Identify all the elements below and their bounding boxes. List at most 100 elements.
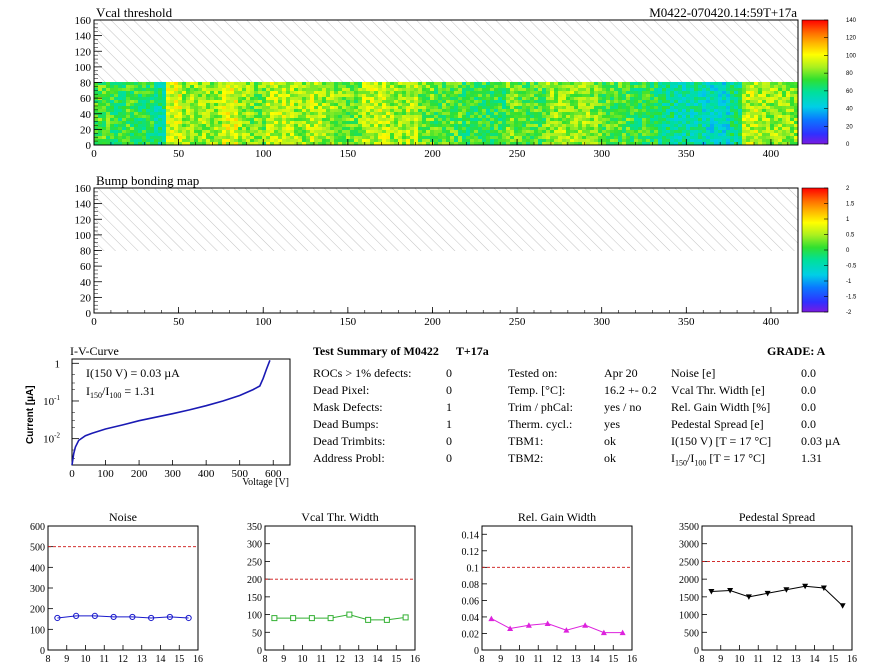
vcal-heatmap-cell: [382, 82, 387, 86]
vcal-heatmap-cell: [238, 106, 243, 110]
vcal-heatmap-cell: [686, 118, 691, 122]
vcal-heatmap-cell: [202, 91, 207, 95]
vcal-heatmap-cell: [626, 124, 631, 128]
vcal-heatmap-cell: [702, 142, 707, 146]
vcal-heatmap-cell: [610, 124, 615, 128]
vcal-heatmap-cell: [786, 94, 791, 98]
vcal-heatmap-cell: [150, 100, 155, 104]
vcal-heatmap-cell: [514, 130, 519, 134]
vcal-heatmap-cell: [458, 130, 463, 134]
vcal-heatmap-cell: [642, 82, 647, 86]
vcal-heatmap-cell: [226, 124, 231, 128]
vcal-heatmap-cell: [602, 88, 607, 92]
vcal-heatmap-cell: [702, 136, 707, 140]
vcal-heatmap-cell: [638, 94, 643, 98]
vcal-heatmap-cell: [182, 106, 187, 110]
vcal-heatmap-cell: [102, 106, 107, 110]
vcal-heatmap-cell: [438, 100, 443, 104]
gain-width-y-tick-label: 0.14: [462, 530, 480, 541]
vcal-heatmap-cell: [114, 82, 119, 86]
vcal-heatmap-cell: [170, 85, 175, 89]
vcal-heatmap-cell: [682, 88, 687, 92]
vcal-heatmap-cell: [250, 85, 255, 89]
vcal-heatmap-cell: [102, 142, 107, 146]
vcal-heatmap-cell: [250, 118, 255, 122]
vcal-heatmap-cell: [110, 100, 115, 104]
vcal-heatmap-cell: [206, 136, 211, 140]
vcal-heatmap-cell: [194, 142, 199, 146]
vcal-heatmap-cell: [570, 82, 575, 86]
vcal-heatmap-cell: [466, 115, 471, 119]
vcal-heatmap-cell: [262, 124, 267, 128]
vcal-heatmap-cell: [194, 94, 199, 98]
vcal-heatmap-cell: [510, 97, 515, 101]
vcal-heatmap-cell: [174, 94, 179, 98]
vcal-heatmap-cell: [622, 133, 627, 137]
vcal-heatmap-cell: [790, 103, 795, 107]
vcal-heatmap-cell: [654, 106, 659, 110]
vcal-heatmap-cell: [290, 130, 295, 134]
vcal-heatmap-cell: [594, 97, 599, 101]
vcal-heatmap-cell: [602, 127, 607, 131]
vcal-heatmap-cell: [582, 136, 587, 140]
vcal-heatmap-cell: [238, 142, 243, 146]
vcal-heatmap-cell: [262, 133, 267, 137]
vcal-heatmap-cell: [506, 115, 511, 119]
vcal-heatmap-cell: [282, 133, 287, 137]
vcal-heatmap-cell: [390, 133, 395, 137]
vcal-heatmap-cell: [110, 124, 115, 128]
vcal-heatmap-cell: [454, 100, 459, 104]
vcal-heatmap-cell: [438, 112, 443, 116]
vcal-heatmap-cell: [334, 82, 339, 86]
vcal-heatmap-cell: [322, 106, 327, 110]
vcal-heatmap-cell: [382, 97, 387, 101]
vcal-heatmap-cell: [594, 139, 599, 143]
vcal-heatmap-cell: [346, 130, 351, 134]
vcal-heatmap-cell: [374, 88, 379, 92]
vcal-heatmap-cell: [702, 97, 707, 101]
vcal-heatmap-cell: [558, 100, 563, 104]
vcal-heatmap-cell: [194, 115, 199, 119]
vcal-heatmap-cell: [690, 142, 695, 146]
vcal-heatmap-cell: [770, 118, 775, 122]
vcal-heatmap-cell: [650, 88, 655, 92]
vcal-heatmap-cell: [494, 97, 499, 101]
vcal-heatmap-cell: [650, 136, 655, 140]
vcal-heatmap-cell: [634, 100, 639, 104]
vcal-heatmap-cell: [678, 121, 683, 125]
vcal-heatmap-cell: [510, 88, 515, 92]
vcal-heatmap-cell: [562, 127, 567, 131]
vcal-heatmap-cell: [622, 94, 627, 98]
gain-width-y-tick-label: 0: [474, 646, 479, 657]
vcal-heatmap-cell: [726, 112, 731, 116]
vcal-heatmap-cell: [774, 139, 779, 143]
vcal-heatmap-cell: [326, 91, 331, 95]
vcal-heatmap-cell: [254, 136, 259, 140]
vcal-heatmap-cell: [390, 100, 395, 104]
vcal-heatmap-cell: [258, 85, 263, 89]
vcal-heatmap-cell: [594, 88, 599, 92]
vcal-heatmap-cell: [666, 106, 671, 110]
vcal-heatmap-cell: [330, 82, 335, 86]
vcal-heatmap-cell: [634, 97, 639, 101]
vcal-heatmap-cell: [638, 121, 643, 125]
vcal-heatmap-cell: [478, 142, 483, 146]
vcal-heatmap-cell: [570, 85, 575, 89]
vcal-heatmap-cell: [650, 130, 655, 134]
vcal-heatmap-cell: [470, 103, 475, 107]
vcal-heatmap-cell: [662, 121, 667, 125]
bump-colorbar-tick-label: 1.5: [846, 202, 855, 208]
vcal-heatmap-cell: [266, 103, 271, 107]
vcal-heatmap-cell: [658, 118, 663, 122]
vcal-heatmap-cell: [430, 118, 435, 122]
vcal-heatmap-cell: [254, 103, 259, 107]
vcal-heatmap-cell: [486, 97, 491, 101]
vcal-heatmap-cell: [714, 85, 719, 89]
vcal-heatmap-cell: [538, 121, 543, 125]
vcal-heatmap-cell: [702, 118, 707, 122]
vcal-heatmap-cell: [486, 133, 491, 137]
vcal-heatmap-cell: [414, 136, 419, 140]
